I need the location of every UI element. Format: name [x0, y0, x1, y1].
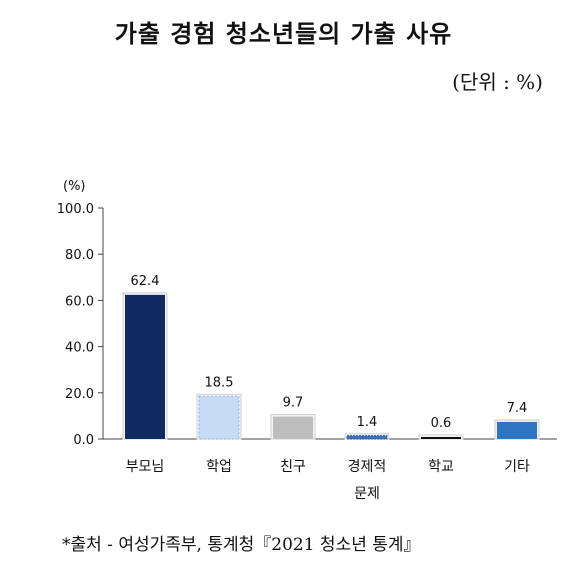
category-label: 학교 [428, 459, 454, 475]
category-label: 학업 [206, 459, 232, 475]
y-tick-label: 80.0 [65, 248, 94, 263]
bar [198, 395, 240, 440]
bar [421, 437, 461, 439]
bar [497, 421, 537, 439]
category-label: 기타 [504, 459, 530, 475]
category-label: 문제 [354, 486, 380, 502]
bar [125, 294, 165, 439]
source-note: *출처 - 여성가족부, 통계청『2021 청소년 통계』 [62, 535, 421, 555]
value-label: 18.5 [205, 375, 234, 390]
category-label: 부모님 [126, 459, 165, 475]
y-tick-label: 100.0 [57, 202, 94, 217]
value-label: 0.6 [431, 416, 452, 431]
bars [122, 292, 540, 440]
y-tick-label: 0.0 [73, 433, 94, 448]
bar [273, 416, 313, 439]
value-label: 9.7 [283, 396, 304, 411]
y-tick-label: 60.0 [65, 294, 94, 309]
y-unit-label: (%) [63, 179, 86, 194]
value-label: 1.4 [357, 415, 378, 430]
y-ticks: 0.0 20.0 40.0 60.0 80.0 100.0 [57, 202, 103, 448]
page-title: 가출 경험 청소년들의 가출 사유 [114, 19, 453, 48]
category-label: 친구 [280, 459, 306, 475]
value-label: 62.4 [131, 274, 160, 289]
y-tick-label: 40.0 [65, 341, 94, 356]
value-labels: 62.4 18.5 9.7 1.4 0.6 7.4 [131, 274, 528, 431]
bar [346, 435, 388, 440]
y-tick-label: 20.0 [65, 387, 94, 402]
unit-note: (단위 : %) [452, 70, 543, 94]
value-label: 7.4 [507, 401, 528, 416]
category-label: 경제적 [348, 459, 387, 475]
